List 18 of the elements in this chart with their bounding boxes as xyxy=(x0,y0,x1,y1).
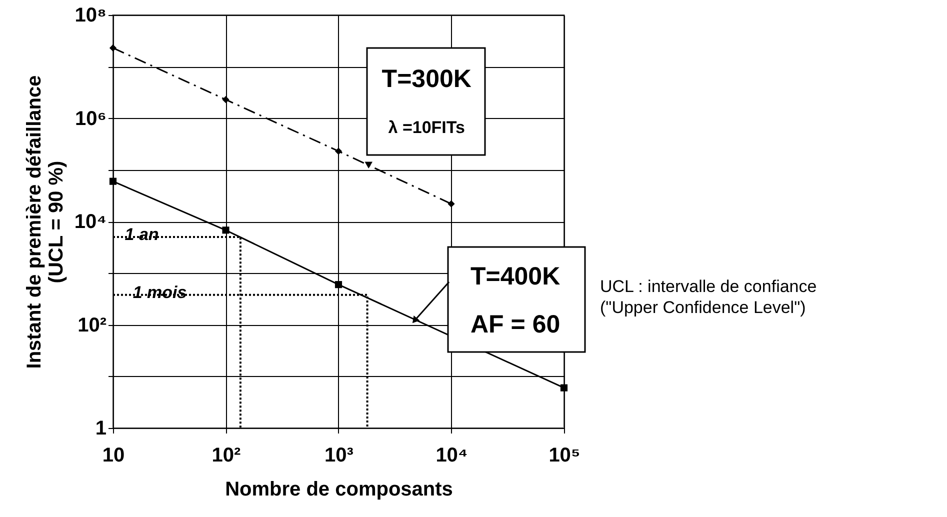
x-tick-label: 10 xyxy=(102,444,125,466)
x-tick-label: 10³ xyxy=(324,444,354,466)
y-tick-label: 10⁸ xyxy=(74,4,106,26)
x-tick-label: 10⁵ xyxy=(548,444,580,466)
y-tick-label: 10⁴ xyxy=(74,211,106,233)
x-tick-label: 10² xyxy=(212,444,242,466)
y-tick-label: 10⁶ xyxy=(75,108,106,130)
annotation: T=400K xyxy=(470,262,560,291)
y-tick-label: 1 xyxy=(95,418,106,440)
y-tick-label: 10² xyxy=(78,314,107,336)
text: UCL : intervalle de confiance xyxy=(600,277,817,296)
annotation: T=300K xyxy=(382,64,472,93)
x-tick-label: 10⁴ xyxy=(436,444,468,466)
annotation: λ =10FITs xyxy=(388,118,465,137)
annotation: AF = 60 xyxy=(470,310,560,339)
y-axis-title: Instant de première défaillance (UCL = 90 %) xyxy=(23,75,68,369)
x-axis-title: Nombre de composants xyxy=(225,478,453,500)
text: ("Upper Confidence Level") xyxy=(600,298,806,317)
